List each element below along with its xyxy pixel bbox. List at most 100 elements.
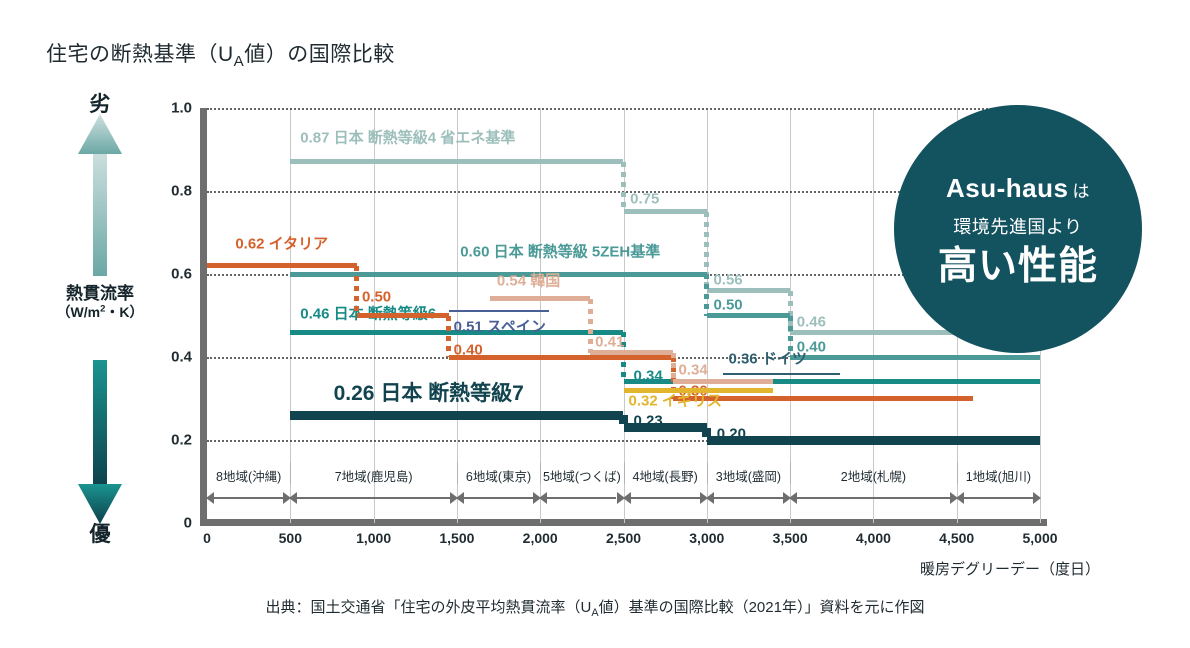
- series-step-segment: [448, 310, 549, 313]
- climate-zone-extent-arrow: [797, 497, 950, 499]
- series-data-label: 0.87 日本 断熱等級4 省エネ基準: [300, 129, 516, 147]
- climate-zone-extent-arrow: [963, 497, 1033, 499]
- series-step-segment: [290, 329, 624, 335]
- series-data-label: 0.46: [796, 313, 826, 331]
- climate-zone-label: 6地域(東京): [465, 470, 532, 484]
- climate-zone-extent-arrow: [297, 497, 450, 499]
- series-step-segment: [706, 288, 791, 294]
- climate-zone-divider: [540, 462, 542, 484]
- arrow-head-right-icon: [616, 492, 625, 504]
- series-step-segment: [623, 379, 1040, 385]
- arrow-head-left-icon: [705, 492, 714, 504]
- zone-arrow-row: [206, 490, 1041, 506]
- y-tick-label: 0: [183, 514, 192, 532]
- climate-zone-extent-arrow: [214, 497, 284, 499]
- series-step-segment: [790, 354, 1040, 360]
- y-tick-label: 0.8: [171, 182, 192, 200]
- series-data-label: 0.26 日本 断熱等級7: [333, 382, 524, 406]
- asu-haus-badge: Asu-haus は 環境先進国より 高い性能: [894, 105, 1142, 353]
- y-axis-unit: （W/m2・K）: [56, 302, 144, 320]
- page-title: 住宅の断熱基準（UA値）の国際比較: [46, 43, 395, 71]
- series-step-segment: [723, 372, 841, 375]
- gauge-arrows-icon: [78, 114, 122, 524]
- series-step-riser: [621, 161, 626, 212]
- series-data-label: 0.60 日本 断熱等級 5ZEH基準: [460, 243, 661, 261]
- series-step-segment: [490, 296, 591, 302]
- series-data-label: 0.75: [630, 190, 660, 208]
- series-step-segment: [290, 410, 624, 420]
- climate-zone-label: 3地域(盛岡): [715, 470, 782, 484]
- x-tick-label: 0: [203, 530, 211, 546]
- series-step-segment: [706, 313, 791, 318]
- x-tick-label: 4,500: [939, 530, 975, 546]
- climate-zone-divider: [623, 462, 625, 484]
- series-step-segment: [673, 379, 774, 385]
- grid-line-horizontal: [207, 440, 1040, 442]
- y-axis-title: 熱貫流率 （W/m2・K）: [44, 284, 156, 320]
- y-axis-title-text: 熱貫流率: [66, 284, 134, 303]
- y-tick-label: 1.0: [171, 99, 192, 117]
- y-axis-ticks: 0 0.2 0.4 0.6 0.8 1.0: [146, 100, 192, 532]
- climate-zone-label: 7地域(鹿児島): [334, 470, 413, 484]
- y-tick-label: 0.2: [171, 431, 192, 449]
- arrow-head-right-icon: [533, 492, 542, 504]
- climate-zone-label: 8地域(沖縄): [216, 470, 282, 484]
- climate-zone-label: 2地域(札幌): [840, 470, 907, 484]
- grid-line-horizontal: [207, 108, 1040, 110]
- series-step-riser: [446, 315, 452, 357]
- badge-subline: 環境先進国より: [953, 216, 1083, 237]
- series-step-riser: [704, 274, 710, 316]
- x-tick-label: 1,000: [356, 530, 392, 546]
- x-tick-label: 500: [278, 530, 302, 546]
- series-step-segment: [623, 209, 707, 215]
- series-step-segment: [623, 423, 707, 433]
- arrow-head-right-icon: [1033, 492, 1041, 504]
- badge-brand-suffix: は: [1072, 181, 1090, 201]
- climate-zone-label: 1地域(旭川): [965, 470, 1031, 484]
- series-data-label: 0.34: [633, 367, 663, 385]
- climate-zone-divider: [290, 462, 292, 484]
- x-tick-label: 2,000: [522, 530, 558, 546]
- grid-line-vertical: [456, 108, 458, 523]
- y-tick-label: 0.4: [171, 348, 192, 366]
- quality-arrow-gauge: 劣 熱貫流率 （W/m2・K） 優: [57, 88, 144, 548]
- series-step-segment: [790, 329, 1040, 335]
- arrow-head-left-icon: [539, 492, 548, 504]
- x-tick-label: 1,500: [439, 530, 475, 546]
- arrow-head-left-icon: [289, 492, 298, 504]
- series-data-label: 0.34: [678, 361, 708, 379]
- climate-zone-label: 5地域(つくば): [542, 470, 621, 484]
- badge-emphasis: 高い性能: [937, 244, 1098, 288]
- climate-zone-band: 8地域(沖縄) 7地域(鹿児島) 6地域(東京) 5地域(つくば) 4地域(長野) 3地域…: [206, 462, 1041, 518]
- series-step-segment: [590, 350, 674, 356]
- arrow-head-right-icon: [699, 492, 708, 504]
- series-data-label: 0.40: [453, 341, 483, 359]
- series-data-label: 0.40: [796, 338, 826, 356]
- climate-zone-divider: [790, 462, 792, 484]
- series-step-riser: [787, 290, 793, 333]
- x-tick-label: 3,000: [689, 530, 725, 546]
- badge-brand: Asu-haus: [946, 172, 1069, 203]
- climate-zone-extent-arrow: [630, 497, 700, 499]
- series-data-label: 0.20: [716, 425, 746, 443]
- gauge-label-worse: 劣: [89, 93, 111, 116]
- x-tick-label: 4,000: [855, 530, 891, 546]
- x-axis-ticks: 0 500 1,000 1,500 2,000 2,500 3,000 3,500 4,000 4…: [203, 530, 1057, 552]
- chart-plot-area: 0.87 日本 断熱等級4 省エネ基準 0.75 0.56 0.46 0.60 日本 断…: [207, 108, 1041, 523]
- x-tick-label: 3,500: [772, 530, 808, 546]
- grid-line-vertical: [290, 108, 292, 523]
- series-step-riser: [670, 352, 676, 382]
- grid-line-vertical: [873, 108, 875, 523]
- series-data-label: 0.23: [633, 412, 663, 430]
- series-data-label: 0.62 イタリア: [235, 235, 329, 253]
- arrow-head-left-icon: [622, 492, 631, 504]
- series-data-label: 0.41: [595, 333, 625, 351]
- series-step-riser: [787, 315, 793, 357]
- climate-zone-extent-arrow: [713, 497, 784, 499]
- series-step-segment: [290, 271, 707, 277]
- series-data-label: 0.56: [713, 271, 743, 289]
- series-step-segment: [623, 387, 774, 393]
- source-footer: 出典：国土交通省「住宅の外皮平均熱貫流率（UA値）基準の国際比較（2021年）」…: [265, 599, 925, 619]
- arrow-head-left-icon: [955, 492, 964, 504]
